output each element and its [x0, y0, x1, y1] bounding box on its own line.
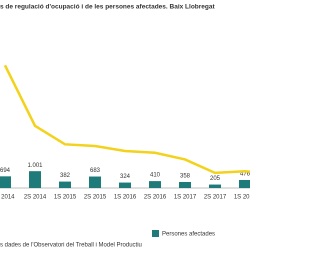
data-label: 683: [90, 168, 101, 174]
bar: [29, 171, 41, 188]
x-tick-label: 1S 2015: [54, 195, 77, 201]
chart-title: s de regulació d'ocupació i de les perso…: [0, 4, 216, 11]
bar: [179, 181, 191, 188]
legend-label: Persones afectades: [162, 232, 215, 238]
line: [3, 64, 276, 176]
bar: [239, 180, 251, 188]
data-label: 476: [240, 172, 250, 178]
data-label: 382: [60, 173, 71, 179]
source-note: s dades de l'Observatori del Treball i M…: [0, 243, 142, 249]
page: s de regulació d'ocupació i de les perso…: [0, 3, 281, 249]
bar: [0, 176, 11, 188]
data-label: 358: [180, 174, 191, 180]
x-tick-label: 2S 2017: [204, 195, 227, 201]
data-label: 410: [150, 173, 161, 179]
x-tick-label: S 2014: [0, 195, 15, 201]
x-tick-label: 1S 2016: [114, 195, 137, 201]
bar: [119, 182, 131, 188]
legend-swatch: [152, 230, 159, 237]
chart: s de regulació d'ocupació i de les perso…: [0, 4, 281, 249]
data-label: 205: [210, 176, 221, 182]
data-label: 694: [0, 168, 11, 174]
data-label: 324: [120, 174, 131, 180]
bar: [89, 176, 101, 188]
x-tick-label: 2S 2015: [84, 195, 107, 201]
x-tick-label: 1S 2017: [174, 195, 197, 201]
x-tick-label: 2S 2014: [24, 195, 47, 201]
x-tick-label: 1S 2018: [234, 195, 250, 201]
bar: [209, 184, 221, 188]
bar: [59, 181, 71, 188]
x-tick-label: 2S 2016: [144, 195, 167, 201]
bar: [149, 181, 161, 188]
data-label: 1.001: [27, 163, 43, 169]
